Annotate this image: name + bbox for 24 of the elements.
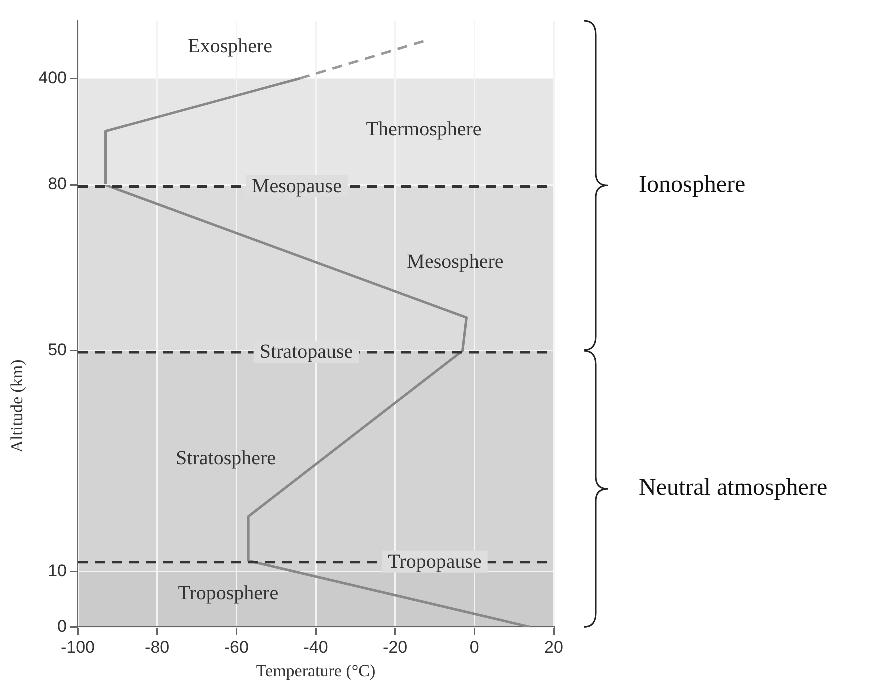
x-tick-label: -20: [383, 638, 408, 657]
y-tick-label: 10: [48, 561, 67, 580]
annotation: Stratosphere: [176, 447, 276, 470]
y-tick-label: 400: [38, 68, 67, 88]
y-axis-title: Altitude (km): [8, 359, 27, 452]
x-tick-label: -60: [224, 638, 249, 657]
x-tick-label: 20: [544, 638, 564, 657]
annotation: Exosphere: [188, 35, 273, 58]
annotation: Mesosphere: [407, 250, 504, 273]
x-tick-label: -100: [60, 638, 96, 657]
y-tick-label: 0: [58, 616, 67, 636]
ref-line-label: Stratopause: [260, 340, 354, 363]
annotation: Thermosphere: [366, 118, 482, 141]
y-tick-label: 50: [48, 340, 67, 360]
text: Ionosphere: [639, 172, 746, 199]
x-tick-label: -80: [145, 638, 170, 657]
ref-line-label: Tropopause: [388, 550, 482, 573]
x-tick-label: 0: [470, 638, 480, 657]
text: Neutral atmosphere: [639, 474, 828, 502]
ref-line-label: Mesopause: [252, 175, 342, 198]
y-tick-label: 80: [48, 174, 67, 194]
annotation: Troposphere: [178, 582, 279, 604]
x-tick-label: -40: [304, 638, 328, 657]
x-axis-title: Temperature (°C): [256, 660, 376, 680]
